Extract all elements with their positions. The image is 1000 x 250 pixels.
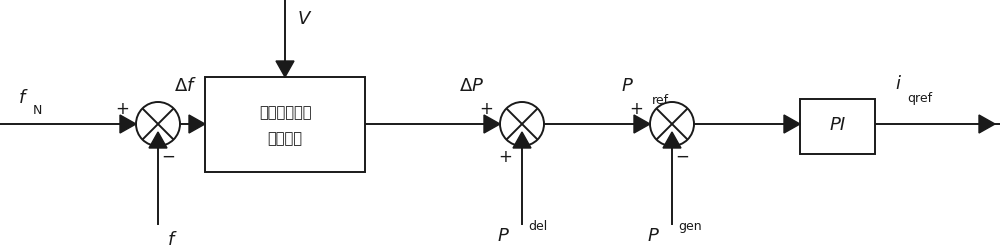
Text: $P$: $P$: [647, 226, 660, 244]
Text: PI: PI: [829, 116, 846, 134]
Bar: [205, 78, 365, 172]
Text: −: −: [675, 148, 689, 165]
Polygon shape: [484, 116, 500, 134]
Polygon shape: [189, 116, 205, 134]
Text: $P$: $P$: [497, 226, 510, 244]
Text: +: +: [498, 148, 512, 165]
Text: −: −: [161, 148, 175, 165]
Text: +: +: [629, 100, 643, 117]
Text: 特性单元: 特性单元: [268, 131, 303, 146]
Polygon shape: [784, 116, 800, 134]
Bar: [800, 100, 875, 154]
Text: gen: gen: [678, 219, 702, 232]
Text: $\Delta P$: $\Delta P$: [459, 77, 484, 94]
Text: $f$: $f$: [167, 230, 177, 248]
Text: +: +: [115, 100, 129, 117]
Text: 自定义变下垂: 自定义变下垂: [259, 105, 311, 120]
Text: qref: qref: [907, 92, 932, 104]
Text: $P$: $P$: [621, 77, 634, 94]
Polygon shape: [149, 132, 167, 148]
Text: del: del: [528, 219, 547, 232]
Text: $i$: $i$: [895, 75, 902, 93]
Polygon shape: [276, 62, 294, 78]
Polygon shape: [979, 116, 995, 134]
Text: $f$: $f$: [18, 89, 29, 106]
Polygon shape: [634, 116, 650, 134]
Text: $\Delta f$: $\Delta f$: [174, 77, 197, 94]
Text: +: +: [479, 100, 493, 117]
Polygon shape: [663, 132, 681, 148]
Text: N: N: [33, 104, 42, 117]
Text: ref: ref: [652, 94, 669, 106]
Polygon shape: [513, 132, 531, 148]
Text: $V$: $V$: [297, 10, 312, 28]
Polygon shape: [120, 116, 136, 134]
